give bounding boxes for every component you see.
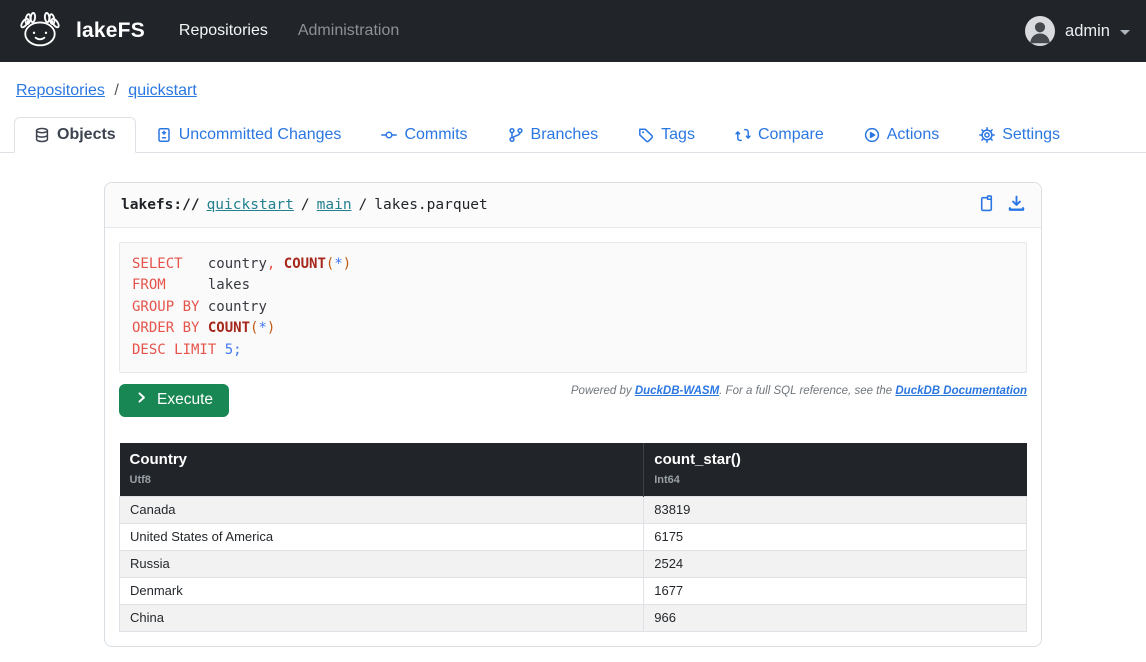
cell-count: 2524 xyxy=(643,550,1027,579)
duckdb-wasm-link[interactable]: DuckDB-WASM xyxy=(634,385,720,398)
tab-label: Branches xyxy=(530,126,599,143)
branch-icon xyxy=(508,127,524,143)
powered-by-prefix: Powered by xyxy=(570,385,635,398)
copy-button[interactable] xyxy=(978,195,995,215)
tab-branches[interactable]: Branches xyxy=(488,117,619,153)
cell-country: United States of America xyxy=(118,523,645,552)
tab-uncommitted-changes[interactable]: Uncommitted Changes xyxy=(136,117,362,153)
avatar xyxy=(1025,16,1056,46)
compare-icon xyxy=(735,127,751,143)
cell-country: Canada xyxy=(118,496,645,525)
database-icon xyxy=(34,127,50,143)
navbar-links: Repositories Administration xyxy=(179,22,399,40)
cell-country: China xyxy=(118,604,645,633)
path-separator: / xyxy=(300,197,310,213)
cell-count: 1677 xyxy=(643,577,1027,606)
tab-label: Compare xyxy=(757,126,824,143)
repo-tabs: Objects Uncommitted Changes Commits Bran… xyxy=(0,117,1146,153)
column-header-country: Country Utf8 xyxy=(119,443,644,497)
commit-icon xyxy=(381,127,398,143)
execute-button[interactable]: Execute xyxy=(119,384,230,418)
clipboard-icon xyxy=(978,195,995,215)
tab-settings[interactable]: Settings xyxy=(959,117,1080,153)
breadcrumb-separator: / xyxy=(114,82,119,99)
tag-icon xyxy=(638,127,654,143)
tab-actions[interactable]: Actions xyxy=(844,117,959,153)
object-path-header: lakefs:// quickstart / main / lakes.parq… xyxy=(105,183,1041,228)
tab-objects[interactable]: Objects xyxy=(14,117,136,153)
navbar-item-repositories[interactable]: Repositories xyxy=(178,22,268,39)
breadcrumb: Repositories / quickstart xyxy=(0,82,1146,100)
path-scheme: lakefs:// xyxy=(121,197,200,213)
path-file-name: lakes.parquet xyxy=(374,197,488,213)
table-row: Russia 2524 xyxy=(118,550,1027,579)
user-menu[interactable]: admin xyxy=(1025,16,1130,46)
play-circle-icon xyxy=(864,127,880,143)
brand-name: lakeFS xyxy=(76,19,145,42)
tab-label: Tags xyxy=(661,126,695,143)
download-button[interactable] xyxy=(1008,195,1025,215)
cell-count: 6175 xyxy=(643,523,1027,552)
tab-label: Actions xyxy=(886,126,940,143)
table-row: United States of America 6175 xyxy=(118,523,1027,552)
path-branch-link[interactable]: main xyxy=(316,197,352,213)
tab-label: Objects xyxy=(57,126,116,143)
table-row: China 966 xyxy=(118,604,1027,633)
tab-label: Commits xyxy=(404,126,468,143)
lakefs-axolotl-logo-icon xyxy=(16,11,64,51)
brand[interactable]: lakeFS xyxy=(16,11,145,51)
table-row: Canada 83819 xyxy=(118,496,1027,525)
column-name: count_star() xyxy=(654,451,741,469)
path-repo-link[interactable]: quickstart xyxy=(206,197,294,213)
cell-country: Denmark xyxy=(118,577,645,606)
top-navbar: lakeFS Repositories Administration admin xyxy=(0,0,1146,62)
breadcrumb-quickstart[interactable]: quickstart xyxy=(128,82,197,99)
file-diff-icon xyxy=(156,127,172,143)
powered-by-note: Powered by DuckDB-WASM. For a full SQL r… xyxy=(571,385,1027,397)
sql-editor[interactable]: SELECT country, COUNT(*) FROM lakes GROUP … xyxy=(119,242,1027,374)
tab-label: Uncommitted Changes xyxy=(178,126,342,143)
navbar-item-administration[interactable]: Administration xyxy=(297,22,400,39)
tab-commits[interactable]: Commits xyxy=(361,117,487,153)
download-icon xyxy=(1008,195,1025,215)
execute-label: Execute xyxy=(157,391,214,409)
table-row: Denmark 1677 xyxy=(118,577,1027,606)
column-type: Int64 xyxy=(654,474,680,487)
tab-tags[interactable]: Tags xyxy=(618,117,715,153)
gear-icon xyxy=(979,127,996,143)
chevron-right-icon xyxy=(135,391,148,409)
tab-label: Settings xyxy=(1002,126,1061,143)
tab-compare[interactable]: Compare xyxy=(715,117,844,153)
column-header-count-star: count_star() Int64 xyxy=(643,443,1027,497)
object-viewer-card: lakefs:// quickstart / main / lakes.parq… xyxy=(104,182,1042,648)
cell-country: Russia xyxy=(118,550,645,579)
results-table: Country Utf8 count_star() Int64 Canada 8… xyxy=(118,443,1027,633)
caret-down-icon xyxy=(1120,29,1130,35)
path-separator: / xyxy=(358,197,368,213)
breadcrumb-repositories[interactable]: Repositories xyxy=(16,82,105,99)
duckdb-docs-link[interactable]: DuckDB Documentation xyxy=(895,385,1027,398)
column-type: Utf8 xyxy=(129,474,151,487)
cell-count: 966 xyxy=(643,604,1027,633)
column-name: Country xyxy=(129,451,188,469)
powered-by-middle: . For a full SQL reference, see the xyxy=(719,385,896,398)
cell-count: 83819 xyxy=(643,496,1027,525)
user-name: admin xyxy=(1065,21,1110,40)
